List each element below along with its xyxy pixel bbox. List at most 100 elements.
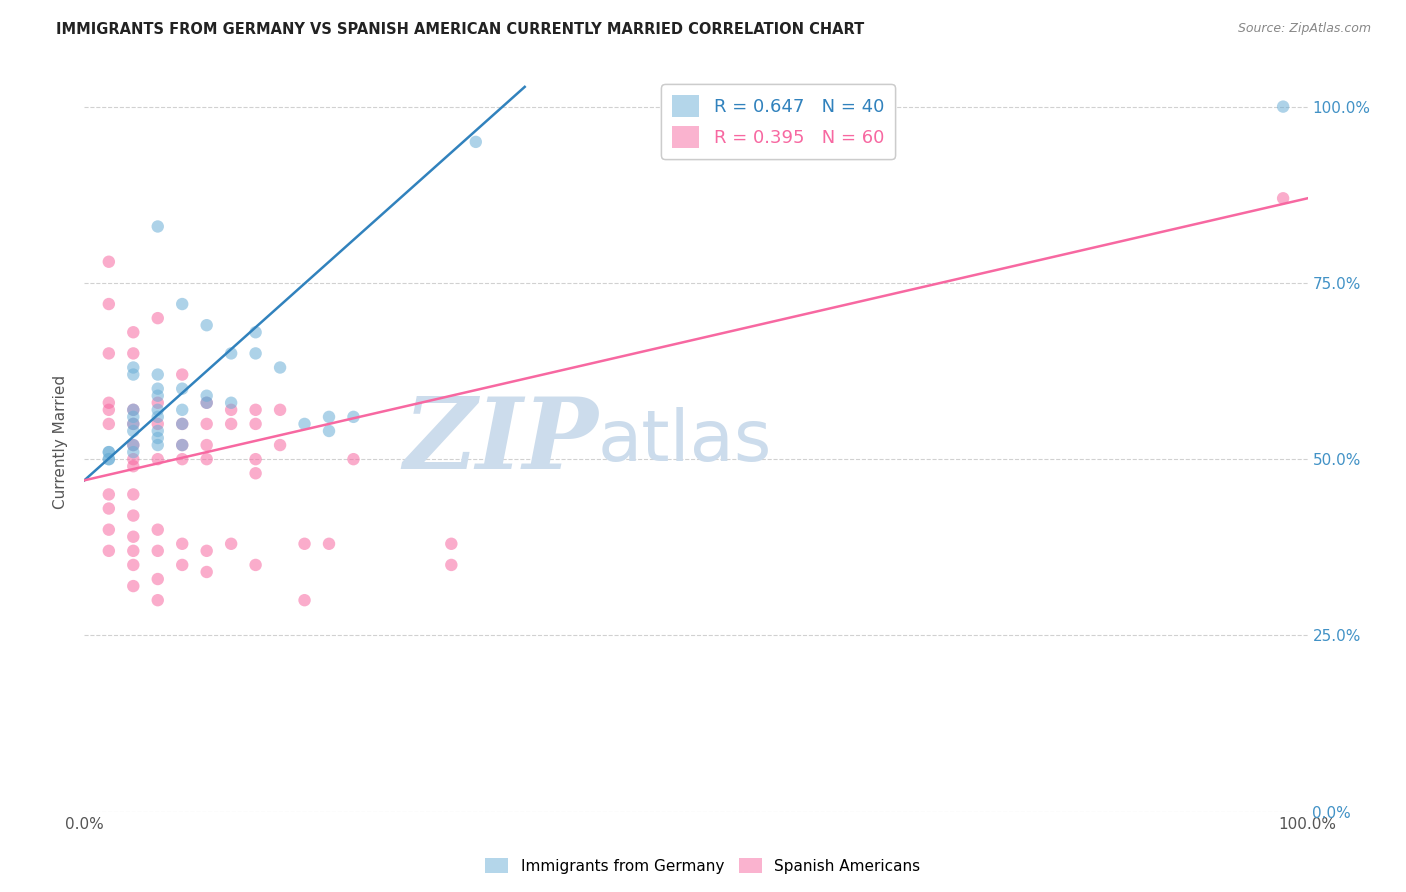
Point (172, 537, 194, 551)
Point (195, 452, 218, 467)
Text: ZIP: ZIP (404, 393, 598, 490)
Point (122, 409, 145, 424)
Point (172, 558, 194, 572)
Point (146, 396, 169, 410)
Point (122, 579, 145, 593)
Point (172, 452, 194, 467)
Point (219, 402, 242, 417)
Point (146, 424, 169, 438)
Point (122, 360, 145, 375)
Point (122, 452, 145, 467)
Point (195, 417, 218, 431)
Point (97, 402, 120, 417)
Point (146, 431, 169, 445)
Point (97, 254, 120, 268)
Point (97, 501, 120, 516)
Point (1272, 100, 1295, 114)
Point (172, 368, 194, 382)
Point (294, 417, 316, 431)
Point (269, 438, 291, 452)
Point (172, 382, 194, 396)
Point (97, 445, 120, 459)
Point (122, 438, 145, 452)
Point (97, 452, 120, 467)
Point (97, 523, 120, 537)
Point (219, 396, 242, 410)
Point (146, 311, 169, 326)
Point (97, 396, 120, 410)
Point (245, 558, 267, 572)
Point (97, 445, 120, 459)
Point (97, 452, 120, 467)
Point (122, 346, 145, 360)
Point (146, 402, 169, 417)
Point (146, 572, 169, 586)
Point (464, 135, 486, 149)
Point (146, 368, 169, 382)
Point (122, 544, 145, 558)
Point (122, 445, 145, 459)
Point (146, 219, 169, 234)
Point (122, 424, 145, 438)
Point (195, 565, 218, 579)
Point (195, 438, 218, 452)
Text: IMMIGRANTS FROM GERMANY VS SPANISH AMERICAN CURRENTLY MARRIED CORRELATION CHART: IMMIGRANTS FROM GERMANY VS SPANISH AMERI… (56, 22, 865, 37)
Point (122, 417, 145, 431)
Point (294, 537, 316, 551)
Point (122, 530, 145, 544)
Point (146, 452, 169, 467)
Point (146, 417, 169, 431)
Point (1272, 191, 1295, 205)
Point (172, 417, 194, 431)
Point (245, 346, 267, 360)
Point (219, 346, 242, 360)
Point (97, 544, 120, 558)
Point (195, 396, 218, 410)
Point (97, 487, 120, 501)
Y-axis label: Currently Married: Currently Married (53, 375, 69, 508)
Point (318, 424, 340, 438)
Point (172, 402, 194, 417)
Point (318, 409, 340, 424)
Point (122, 438, 145, 452)
Point (122, 558, 145, 572)
Point (219, 417, 242, 431)
Point (122, 402, 145, 417)
Point (318, 537, 340, 551)
Point (245, 402, 267, 417)
Legend: R = 0.647   N = 40, R = 0.395   N = 60: R = 0.647 N = 40, R = 0.395 N = 60 (661, 84, 894, 159)
Point (245, 417, 267, 431)
Point (245, 467, 267, 481)
Point (195, 544, 218, 558)
Point (146, 438, 169, 452)
Point (172, 438, 194, 452)
Point (146, 409, 169, 424)
Point (122, 508, 145, 523)
Point (342, 409, 364, 424)
Text: Source: ZipAtlas.com: Source: ZipAtlas.com (1237, 22, 1371, 36)
Legend: Immigrants from Germany, Spanish Americans: Immigrants from Germany, Spanish America… (479, 852, 927, 880)
Point (146, 382, 169, 396)
Point (146, 593, 169, 607)
Point (195, 396, 218, 410)
Point (122, 368, 145, 382)
Point (122, 325, 145, 339)
Point (146, 544, 169, 558)
Point (245, 452, 267, 467)
Point (122, 402, 145, 417)
Point (440, 537, 463, 551)
Point (122, 487, 145, 501)
Point (97, 417, 120, 431)
Point (342, 452, 364, 467)
Point (122, 459, 145, 474)
Point (195, 318, 218, 333)
Point (440, 558, 463, 572)
Point (195, 389, 218, 403)
Point (172, 438, 194, 452)
Point (146, 523, 169, 537)
Point (219, 537, 242, 551)
Point (269, 402, 291, 417)
Point (97, 346, 120, 360)
Point (122, 417, 145, 431)
Point (294, 593, 316, 607)
